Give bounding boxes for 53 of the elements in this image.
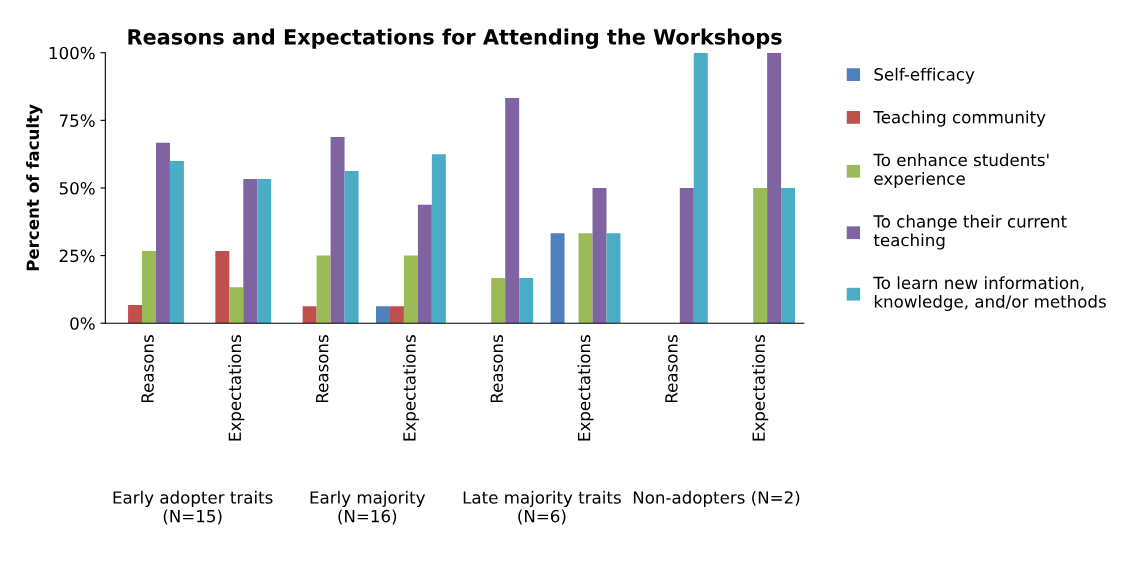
bar [330,137,345,324]
text: Non-adopters (N=2) [633,490,800,507]
bar [389,306,404,324]
bar [243,179,258,324]
bar [431,154,446,324]
y-tick-label: 75% [59,114,95,127]
bar [316,255,331,324]
bar [491,278,506,324]
bar [781,187,796,324]
bar [344,170,359,324]
x-tick-label: Reasons [490,335,504,403]
bar [767,52,782,324]
bar [417,204,432,324]
x-tick-label: Reasons [316,335,329,403]
bar [592,187,607,324]
bar [550,233,565,324]
x-tick-label: Expectations [402,335,419,441]
bar [142,250,156,324]
y-tick-label: 0% [70,317,95,330]
bar [693,52,708,324]
bar [753,187,768,324]
text: Early adopter traits (N=15) [113,490,273,525]
y-axis-title: Percent of faculty [26,104,43,271]
bar [519,278,534,324]
y-tick-label: 100% [49,46,95,60]
bar [229,287,244,324]
x-tick-label: Reasons [665,335,678,403]
y-tick-label: 50% [59,181,95,195]
legend-label: To change their current teaching [873,214,1067,250]
bar [679,187,694,324]
bar [505,97,520,324]
legend-label: Teaching community [873,110,1046,127]
bar [302,306,317,324]
bar [606,233,621,324]
y-tick-label: 25% [59,249,95,263]
legend-label: Self-efficacy [874,67,975,84]
bar [257,179,272,324]
bar [375,306,390,324]
bar [128,305,143,324]
text: Late majority traits (N=6) [463,490,621,525]
legend-label: To learn new information, knowledge, and/or methods [873,276,1106,312]
text: Early majority (N=16) [310,490,426,525]
x-tick-label: Expectations [577,335,594,441]
bar [215,250,230,324]
legend-label: To enhance students' experience [873,153,1049,189]
bar [403,255,418,324]
x-tick-label: Expectations [752,335,769,441]
x-tick-label: Expectations [228,335,245,441]
bar [578,233,593,324]
bar [155,142,170,324]
bar [169,160,184,324]
chart-title: Reasons and Expectations for Attending the Workshops [128,28,782,49]
x-tick-label: Reasons [141,335,154,403]
